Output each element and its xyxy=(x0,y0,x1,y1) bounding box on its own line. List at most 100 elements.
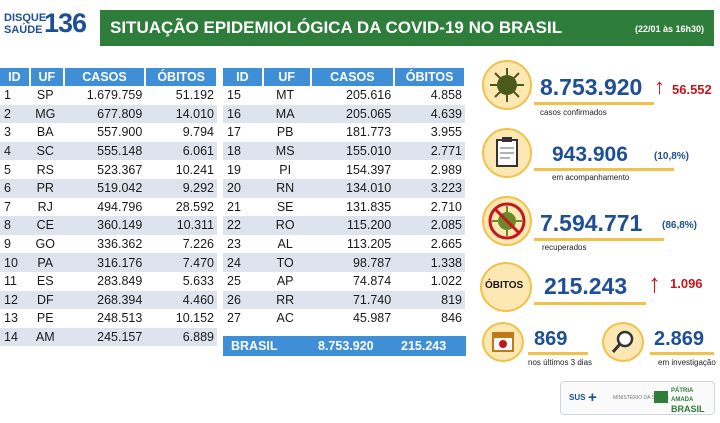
table-row: 14 AM 245.157 6.889 xyxy=(0,327,217,347)
update-date: (22/01 às 16h30) xyxy=(634,24,704,34)
total-label: BRASIL xyxy=(231,339,278,353)
cell-id: 20 xyxy=(223,178,263,198)
cell-obitos: 1.338 xyxy=(394,253,465,272)
cell-obitos: 10.311 xyxy=(145,216,217,235)
cell-uf: RN xyxy=(262,178,311,198)
cell-uf: PE xyxy=(36,311,54,326)
monitoring-label: em acompanhamento xyxy=(552,173,630,182)
divider xyxy=(650,352,714,355)
recovered-label: recuperados xyxy=(542,243,587,252)
table-row: 6 PR 519.042 9.292 xyxy=(0,178,217,198)
cell-id: 3 xyxy=(4,125,11,140)
patria-logo: PÁTRIA AMADA BRASIL xyxy=(671,387,714,416)
monitoring-pct: (10,8%) xyxy=(654,151,690,162)
cell-casos: 519.042 xyxy=(63,178,146,198)
cell-id: 17 xyxy=(227,125,241,140)
cell-id: 18 xyxy=(223,141,263,161)
cell-uf: MT xyxy=(276,88,295,103)
cell-obitos: 7.226 xyxy=(182,237,214,252)
cell-casos: 181.773 xyxy=(346,125,392,140)
col-header-uf: UF xyxy=(262,68,312,86)
deaths-delta: 1.096 xyxy=(670,276,703,291)
table-row: 16 MA 205.065 4.639 xyxy=(223,104,465,124)
recovered-pct: (86,8%) xyxy=(662,220,698,231)
cell-uf: AC xyxy=(276,311,294,326)
cell-id: 23 xyxy=(227,237,241,252)
confirmed-label: casos confirmados xyxy=(540,108,607,117)
cell-id: 25 xyxy=(227,274,241,289)
sus-logo: SUS xyxy=(569,393,586,402)
cell-uf: GO xyxy=(35,237,55,252)
disque-saude-logo: DISQUE SAÚDE 136 xyxy=(4,8,94,44)
cell-casos: 131.835 xyxy=(346,199,392,214)
cell-obitos: 6.061 xyxy=(145,141,217,161)
cell-uf: MS xyxy=(262,141,311,161)
table-row: 2 MG 677.809 14.010 xyxy=(0,104,217,124)
table-row: 13 PE 248.513 10.152 xyxy=(0,309,217,328)
cell-obitos: 846 xyxy=(441,311,462,326)
cell-uf: CE xyxy=(29,216,64,235)
flag-icon xyxy=(654,391,668,403)
col-header-uf: UF xyxy=(29,68,65,86)
table-row: 20 RN 134.010 3.223 xyxy=(223,178,465,198)
cell-uf: TO xyxy=(262,253,311,272)
divider xyxy=(534,302,646,305)
table-row: 1 SP 1.679.759 51.192 xyxy=(0,86,217,105)
table-row: 11 ES 283.849 5.633 xyxy=(0,272,217,291)
total-obitos: 215.243 xyxy=(401,339,447,353)
clipboard-icon xyxy=(482,128,532,178)
divider xyxy=(534,238,664,241)
cell-obitos: 3.955 xyxy=(430,125,462,140)
divider xyxy=(528,352,588,355)
cell-obitos: 10.152 xyxy=(175,311,214,326)
cell-casos: 71.740 xyxy=(310,290,395,310)
confirmed-value: 8.753.920 xyxy=(540,74,643,100)
cell-casos: 113.205 xyxy=(346,237,392,252)
cell-casos: 248.513 xyxy=(97,311,143,326)
cell-uf: RS xyxy=(36,162,54,177)
col-header-id: ID xyxy=(0,68,31,86)
states-table-left: ID UF CASOS ÓBITOS 1 SP 1.679.759 51.192 2 MG… xyxy=(0,68,218,347)
arrow-up-icon: ↑ xyxy=(648,268,661,298)
cell-obitos: 2.710 xyxy=(430,199,462,214)
table-row: 5 RS 523.367 10.241 xyxy=(0,160,217,179)
divider xyxy=(534,102,654,105)
cell-uf: PI xyxy=(279,162,292,177)
last3days-label: nos últimos 3 dias xyxy=(528,358,593,367)
cell-obitos: 4.460 xyxy=(145,290,217,310)
cell-casos: 557.900 xyxy=(97,125,143,140)
cell-casos: 45.987 xyxy=(352,311,392,326)
cell-obitos: 3.223 xyxy=(394,178,465,198)
cell-uf: DF xyxy=(29,290,64,310)
table-row: 23 AL 113.205 2.665 xyxy=(223,235,465,254)
plus-icon: + xyxy=(588,389,597,406)
cell-obitos: 2.989 xyxy=(430,162,462,177)
cell-obitos: 2.771 xyxy=(394,141,465,161)
recovered-value: 7.594.771 xyxy=(540,210,643,236)
government-logos: SUS + MINISTÉRIO DA SAÚDE PÁTRIA AMADA BR… xyxy=(560,381,715,415)
cell-obitos: 4.858 xyxy=(430,88,462,103)
cell-obitos: 1.022 xyxy=(430,274,462,289)
cell-uf: SC xyxy=(29,141,64,161)
table-row: 15 MT 205.616 4.858 xyxy=(223,86,465,105)
table-row: 25 AP 74.874 1.022 xyxy=(223,272,465,291)
cell-uf: AM xyxy=(29,327,64,347)
col-header-obitos: ÓBITOS xyxy=(394,68,466,86)
table-row: 21 SE 131.835 2.710 xyxy=(223,198,465,217)
header: DISQUE SAÚDE 136 SITUAÇÃO EPIDEMIOLÓGICA… xyxy=(0,0,720,52)
cell-id: 27 xyxy=(227,311,241,326)
cell-casos: 555.148 xyxy=(63,141,146,161)
cell-obitos: 4.639 xyxy=(394,104,465,124)
cell-id: 16 xyxy=(223,104,263,124)
cell-uf: SE xyxy=(276,199,294,214)
cell-uf: MG xyxy=(29,104,64,124)
cell-casos: 494.796 xyxy=(97,199,143,214)
col-header-casos: CASOS xyxy=(310,68,396,86)
calendar-icon xyxy=(482,322,524,362)
cell-uf: MA xyxy=(262,104,311,124)
last3days-value: 869 xyxy=(534,328,568,350)
page-title: SITUAÇÃO EPIDEMIOLÓGICA DA COVID-19 NO B… xyxy=(110,18,563,37)
cell-id: 2 xyxy=(0,104,30,124)
cell-casos: 154.397 xyxy=(346,162,392,177)
cell-id: 1 xyxy=(4,88,11,103)
